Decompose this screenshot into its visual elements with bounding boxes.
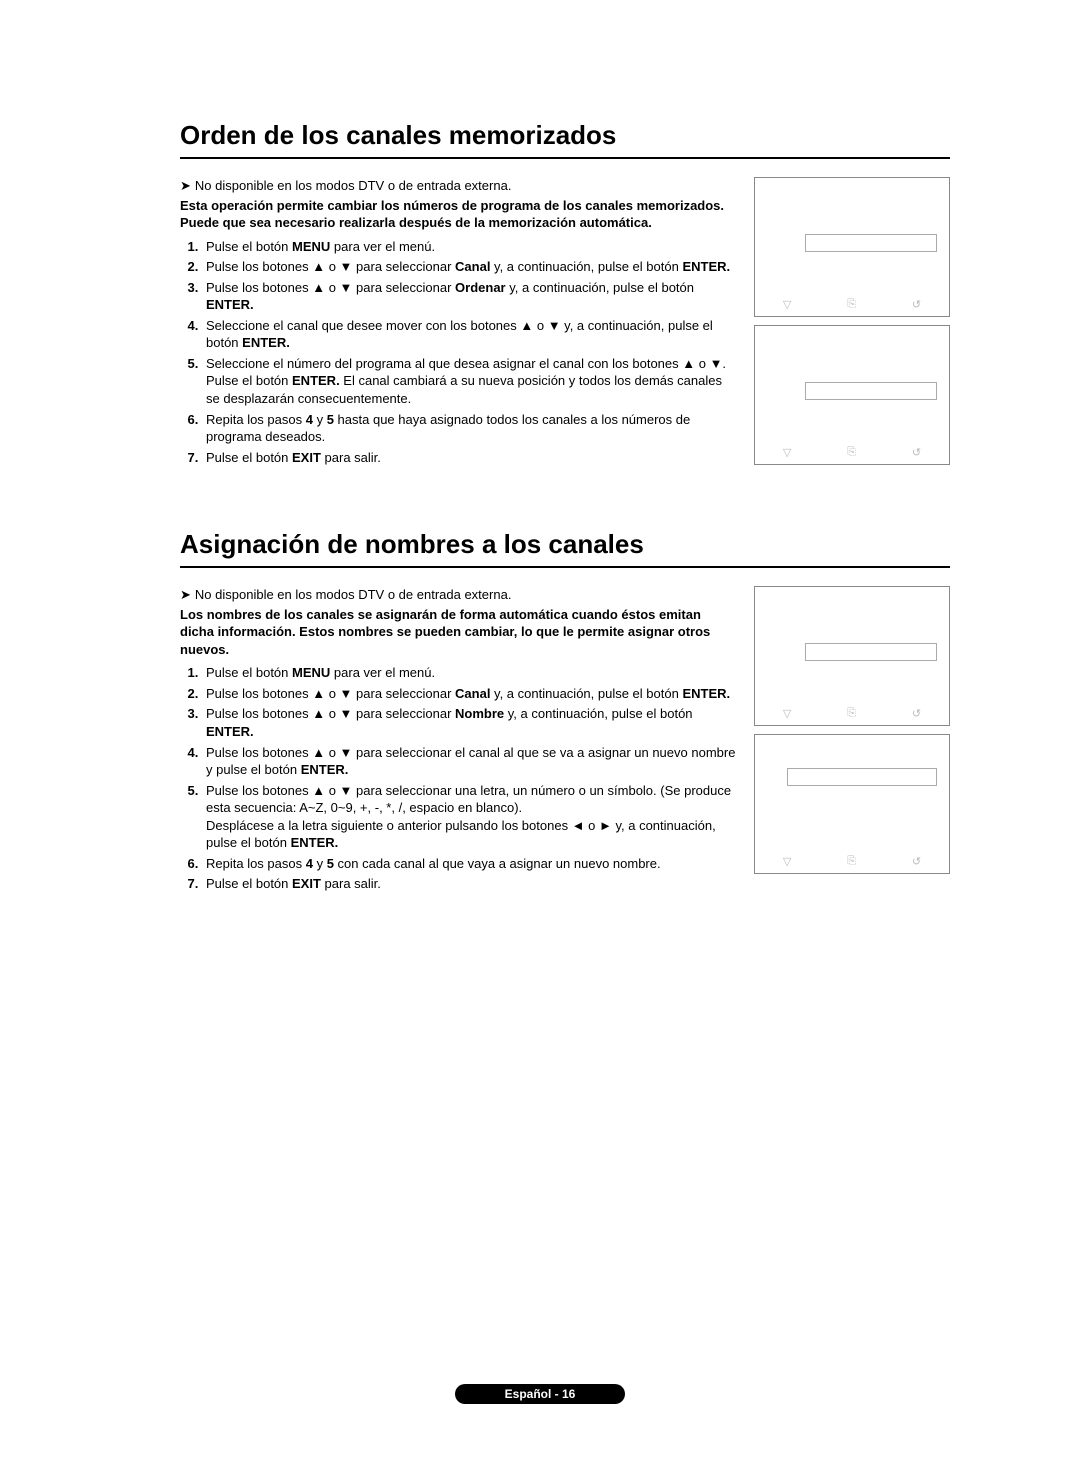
nav-enter-icon: ⎘ bbox=[847, 446, 856, 459]
note-2: No disponible en los modos DTV o de entr… bbox=[180, 586, 736, 604]
nav-return-icon: ↺ bbox=[912, 855, 921, 868]
diagram-1-footer: ▽ ⎘ ↺ bbox=[755, 298, 949, 311]
s2-step7: Pulse el botón EXIT para salir. bbox=[202, 875, 736, 893]
s1-step5: Seleccione el número del programa al que… bbox=[202, 355, 736, 408]
s2-step1: Pulse el botón MENU para ver el menú. bbox=[202, 664, 736, 682]
section-1-content: No disponible en los modos DTV o de entr… bbox=[180, 177, 950, 469]
s1-step2: Pulse los botones ▲ o ▼ para seleccionar… bbox=[202, 258, 736, 276]
s2-step3: Pulse los botones ▲ o ▼ para seleccionar… bbox=[202, 705, 736, 740]
intro-2: Los nombres de los canales se asignarán … bbox=[180, 606, 736, 659]
intro-1b: Puede que sea necesario realizarla despu… bbox=[180, 214, 736, 232]
diagram-1: ▽ ⎘ ↺ bbox=[754, 177, 950, 317]
diagram-1-field bbox=[805, 234, 937, 252]
diagram-2-field bbox=[805, 382, 937, 400]
s1-step6: Repita los pasos 4 y 5 hasta que haya as… bbox=[202, 411, 736, 446]
nav-return-icon: ↺ bbox=[912, 707, 921, 720]
page-footer: Español - 16 bbox=[0, 1384, 1080, 1404]
section-2-text: No disponible en los modos DTV o de entr… bbox=[180, 586, 736, 896]
s1-step1: Pulse el botón MENU para ver el menú. bbox=[202, 238, 736, 256]
footer-page-number: Español - 16 bbox=[455, 1384, 626, 1404]
diagram-4: 1 C04 ----- ▽ ⎘ ↺ bbox=[754, 734, 950, 874]
nav-down-icon: ▽ bbox=[783, 855, 791, 868]
nav-enter-icon: ⎘ bbox=[847, 707, 856, 720]
diagram-3: ▽ ⎘ ↺ bbox=[754, 586, 950, 726]
s2-step5: Pulse los botones ▲ o ▼ para seleccionar… bbox=[202, 782, 736, 852]
s2-step2: Pulse los botones ▲ o ▼ para seleccionar… bbox=[202, 685, 736, 703]
diagram-3-footer: ▽ ⎘ ↺ bbox=[755, 707, 949, 720]
diagram-4-footer: ▽ ⎘ ↺ bbox=[755, 855, 949, 868]
section-2-title: Asignación de nombres a los canales bbox=[180, 529, 950, 568]
nav-return-icon: ↺ bbox=[912, 298, 921, 311]
nav-return-icon: ↺ bbox=[912, 446, 921, 459]
section-1-text: No disponible en los modos DTV o de entr… bbox=[180, 177, 736, 469]
section-1-diagrams: ▽ ⎘ ↺ ▽ ⎘ ↺ bbox=[754, 177, 950, 469]
diagram-2-footer: ▽ ⎘ ↺ bbox=[755, 446, 949, 459]
s2-step6: Repita los pasos 4 y 5 con cada canal al… bbox=[202, 855, 736, 873]
s1-step7: Pulse el botón EXIT para salir. bbox=[202, 449, 736, 467]
nav-down-icon: ▽ bbox=[783, 707, 791, 720]
nav-down-icon: ▽ bbox=[783, 446, 791, 459]
nav-down-icon: ▽ bbox=[783, 298, 791, 311]
section-1-steps: Pulse el botón MENU para ver el menú. Pu… bbox=[180, 238, 736, 467]
note-1: No disponible en los modos DTV o de entr… bbox=[180, 177, 736, 195]
s2-step4: Pulse los botones ▲ o ▼ para seleccionar… bbox=[202, 744, 736, 779]
nav-enter-icon: ⎘ bbox=[847, 298, 856, 311]
section-1-title: Orden de los canales memorizados bbox=[180, 120, 950, 159]
section-2-content: No disponible en los modos DTV o de entr… bbox=[180, 586, 950, 896]
diagram-3-field bbox=[805, 643, 937, 661]
section-2-diagrams: ▽ ⎘ ↺ 1 C04 ----- ▽ ⎘ ↺ bbox=[754, 586, 950, 896]
intro-1a: Esta operación permite cambiar los númer… bbox=[180, 197, 736, 215]
diagram-4-field bbox=[787, 768, 937, 786]
nav-enter-icon: ⎘ bbox=[847, 855, 856, 868]
s1-step3: Pulse los botones ▲ o ▼ para seleccionar… bbox=[202, 279, 736, 314]
s1-step4: Seleccione el canal que desee mover con … bbox=[202, 317, 736, 352]
diagram-2: ▽ ⎘ ↺ bbox=[754, 325, 950, 465]
section-2-steps: Pulse el botón MENU para ver el menú. Pu… bbox=[180, 664, 736, 893]
manual-page: Orden de los canales memorizados No disp… bbox=[0, 0, 1080, 1464]
